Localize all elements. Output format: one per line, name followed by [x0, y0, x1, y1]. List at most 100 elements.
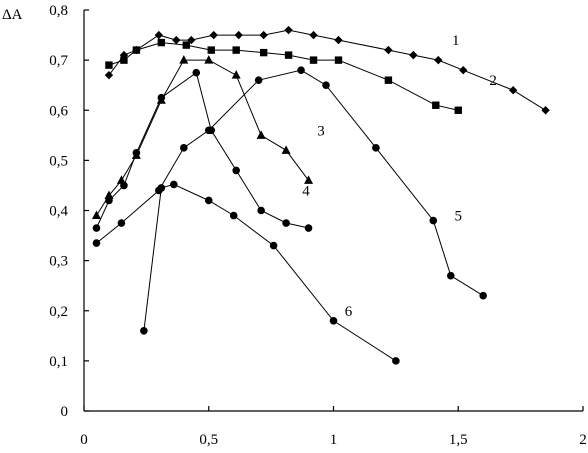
- data-point: [309, 30, 318, 40]
- data-point: [117, 219, 126, 227]
- curve-labels: 1 2 3 4 5 6: [302, 33, 497, 320]
- x-tick-label: 2: [579, 432, 587, 448]
- y-tick-label: 0,8: [49, 3, 68, 19]
- series-line: [108, 29, 546, 111]
- data-point: [384, 45, 393, 55]
- series-4: [92, 68, 313, 232]
- data-point: [119, 50, 129, 60]
- data-point: [434, 55, 443, 65]
- data-point: [284, 25, 293, 35]
- data-point: [454, 106, 462, 114]
- data-point: [209, 30, 218, 40]
- data-point: [309, 56, 318, 64]
- series-line: [108, 42, 459, 111]
- y-tick-label: 0,4: [49, 204, 68, 220]
- data-point: [269, 241, 278, 250]
- data-point: [207, 46, 215, 54]
- data-point: [508, 86, 518, 95]
- y-tick-label: 0,6: [49, 103, 68, 119]
- data-point: [157, 38, 166, 47]
- x-tick-label: 1,5: [449, 432, 468, 448]
- x-tick-label: 0,5: [199, 432, 218, 448]
- data-point: [259, 48, 268, 57]
- data-point: [92, 239, 101, 247]
- y-tick-label: 0,1: [49, 354, 68, 370]
- curve-label: 2: [489, 73, 497, 89]
- data-point: [104, 70, 114, 80]
- data-point: [334, 56, 343, 64]
- data-point: [281, 145, 291, 154]
- data-point: [104, 190, 114, 199]
- data-point: [304, 224, 313, 232]
- data-point: [259, 30, 268, 40]
- data-point: [180, 144, 188, 152]
- series-1: [104, 25, 550, 115]
- data-point: [322, 81, 330, 89]
- data-point: [446, 271, 455, 280]
- y-tick-label: 0,5: [49, 153, 68, 169]
- series-5: [92, 66, 488, 300]
- data-point: [282, 219, 290, 227]
- y-tick-label: 0,3: [49, 254, 68, 270]
- series-line: [96, 69, 484, 297]
- y-tick-label: 0: [61, 404, 69, 420]
- data-point: [132, 149, 141, 157]
- data-point: [204, 196, 213, 205]
- data-point: [204, 126, 213, 135]
- x-tick-label: 0: [80, 432, 88, 448]
- data-point: [170, 180, 178, 189]
- data-point: [105, 196, 113, 205]
- data-point: [257, 206, 265, 215]
- series-3: [91, 55, 314, 220]
- data-point: [105, 61, 113, 69]
- data-point: [154, 30, 164, 40]
- series-layer: [91, 25, 550, 365]
- data-point: [140, 327, 148, 335]
- y-tick-label: 0,2: [49, 304, 68, 320]
- data-point: [91, 210, 101, 220]
- curve-label: 3: [317, 123, 325, 139]
- curve-label: 4: [302, 183, 310, 199]
- data-point: [334, 35, 343, 45]
- data-point: [132, 46, 141, 54]
- data-point: [157, 93, 166, 102]
- data-point: [541, 106, 550, 115]
- data-point: [120, 181, 128, 190]
- data-point: [179, 55, 189, 64]
- series-line: [96, 71, 309, 229]
- y-tick-label: 0,7: [49, 53, 68, 69]
- data-point: [229, 211, 238, 220]
- x-tick-label: 1: [330, 432, 338, 448]
- data-point: [297, 66, 305, 74]
- data-point: [254, 76, 263, 84]
- data-point: [429, 216, 438, 225]
- data-point: [182, 41, 190, 49]
- data-point: [432, 101, 440, 109]
- data-point: [392, 357, 400, 365]
- axes: ΔA: [2, 7, 583, 412]
- data-point: [92, 224, 101, 232]
- data-point: [284, 51, 293, 59]
- data-point: [234, 30, 243, 40]
- data-point: [384, 76, 393, 84]
- data-point: [232, 166, 240, 175]
- curve-label: 1: [452, 33, 460, 49]
- data-point: [459, 65, 468, 75]
- series-2: [105, 38, 462, 114]
- y-axis-label: ΔA: [2, 7, 23, 23]
- curve-label: 6: [345, 304, 353, 320]
- ticks: 0 0,5 1 1,5 2 0 0,1 0,2 0,3 0,4 0,5 0,6 0,7 0,8: [49, 3, 587, 448]
- series-6: [140, 180, 400, 365]
- series-line: [143, 183, 397, 362]
- curve-label: 5: [455, 209, 463, 225]
- series-line: [96, 59, 310, 216]
- data-point: [232, 46, 240, 54]
- data-point: [192, 68, 201, 77]
- data-point: [172, 35, 181, 45]
- data-point: [120, 56, 128, 64]
- data-point: [256, 130, 266, 139]
- data-point: [329, 316, 338, 325]
- data-point: [409, 50, 418, 60]
- data-point: [372, 144, 380, 152]
